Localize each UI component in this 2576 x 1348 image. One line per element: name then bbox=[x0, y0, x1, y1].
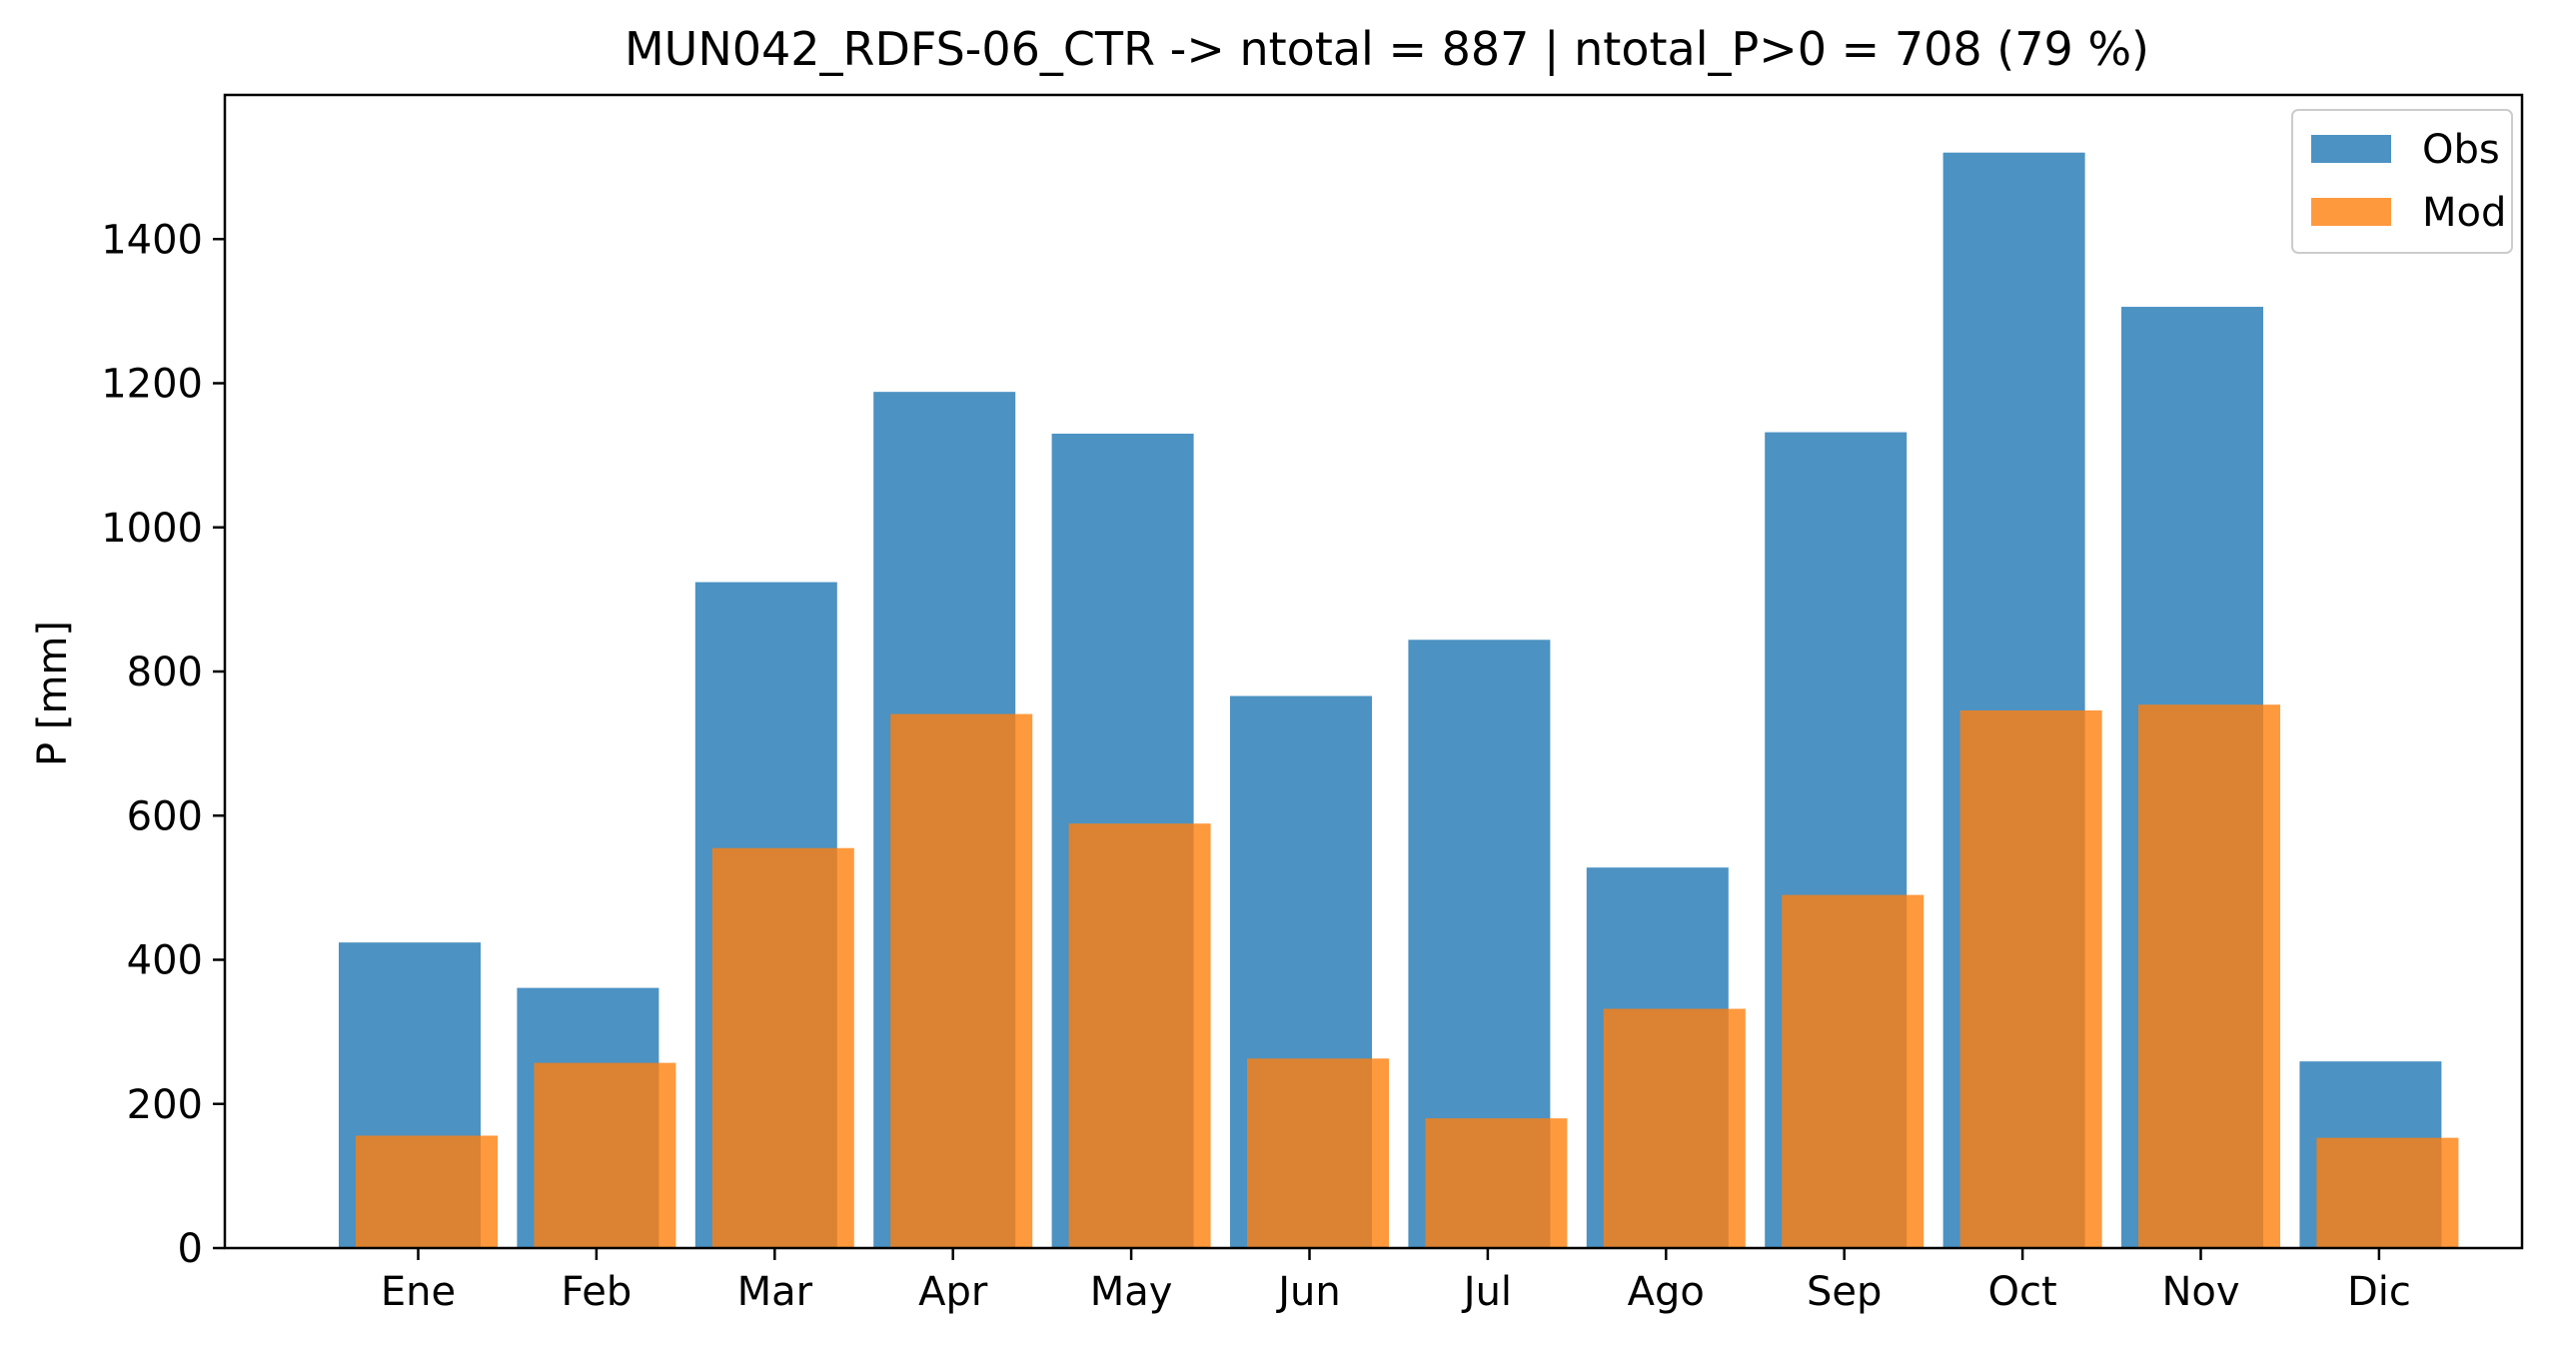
x-tick-label: Apr bbox=[918, 1269, 988, 1315]
x-tick-label: Nov bbox=[2161, 1269, 2239, 1315]
legend-swatch-mod bbox=[2311, 198, 2391, 226]
y-tick-label: 400 bbox=[127, 938, 203, 984]
y-axis-label: P [mm] bbox=[30, 621, 76, 766]
legend-label-obs: Obs bbox=[2422, 127, 2500, 173]
x-tick-label: Mar bbox=[737, 1269, 813, 1315]
bar-mod-ene bbox=[356, 1135, 498, 1248]
x-tick-label: Jun bbox=[1275, 1269, 1341, 1315]
y-tick-label: 600 bbox=[127, 793, 203, 839]
x-tick-label: May bbox=[1090, 1269, 1173, 1315]
y-tick-label: 800 bbox=[127, 650, 203, 695]
series-mod bbox=[356, 704, 2459, 1248]
bar-mod-mar bbox=[711, 847, 854, 1248]
y-tick-label: 1400 bbox=[101, 217, 203, 263]
x-tick-label: Sep bbox=[1807, 1269, 1882, 1315]
x-tick-label: Dic bbox=[2347, 1269, 2411, 1315]
bar-mod-dic bbox=[2316, 1137, 2459, 1248]
chart-title: MUN042_RDFS-06_CTR -> ntotal = 887 | nto… bbox=[625, 22, 2149, 77]
legend-label-mod: Mod bbox=[2422, 190, 2506, 236]
x-tick-label: Jul bbox=[1461, 1269, 1512, 1315]
bar-mod-nov bbox=[2138, 704, 2280, 1248]
bar-mod-jun bbox=[1247, 1058, 1389, 1248]
legend-swatch-obs bbox=[2311, 135, 2391, 163]
y-axis: 0 200 400 600 800 1000 1200 1400 bbox=[101, 217, 225, 1272]
x-axis: Ene Feb Mar Apr May Jun Jul Ago Sep Oct Nov Dic bbox=[381, 1248, 2411, 1315]
y-tick-label: 1000 bbox=[101, 506, 203, 552]
x-tick-label: Oct bbox=[1988, 1269, 2057, 1315]
bar-mod-jul bbox=[1425, 1118, 1568, 1248]
bar-mod-ago bbox=[1603, 1008, 1746, 1248]
y-tick-label: 1200 bbox=[101, 362, 203, 408]
y-tick-label: 0 bbox=[178, 1226, 203, 1272]
legend: Obs Mod bbox=[2291, 109, 2513, 254]
bar-mod-oct bbox=[1959, 709, 2102, 1248]
bar-mod-sep bbox=[1782, 894, 1925, 1248]
plot-frame bbox=[223, 93, 2524, 1250]
x-tick-label: Ene bbox=[381, 1269, 456, 1315]
bar-mod-may bbox=[1068, 823, 1211, 1248]
bar-mod-apr bbox=[890, 713, 1033, 1248]
x-tick-label: Ago bbox=[1628, 1269, 1705, 1315]
x-tick-label: Feb bbox=[561, 1269, 632, 1315]
y-tick-label: 200 bbox=[127, 1082, 203, 1128]
bar-mod-feb bbox=[534, 1062, 676, 1248]
